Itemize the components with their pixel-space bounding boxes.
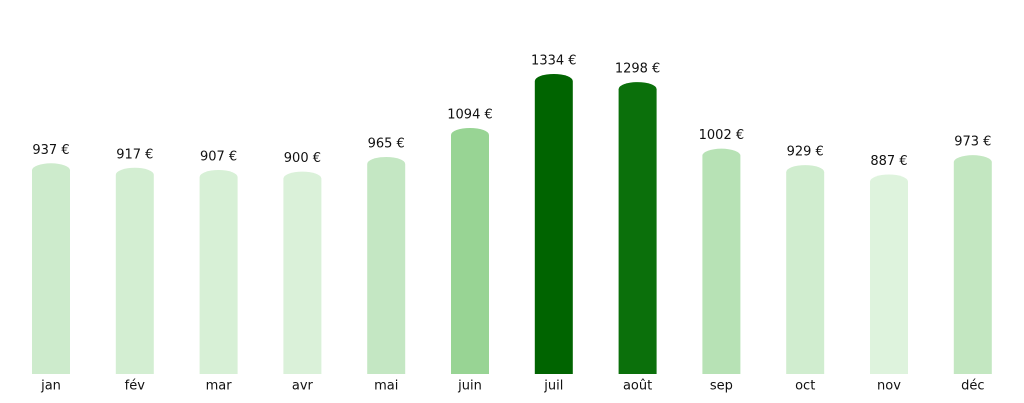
- value-label: 1094 €: [447, 107, 493, 122]
- x-tick-label: jan: [40, 379, 61, 394]
- x-tick-label: mar: [206, 379, 233, 394]
- value-label: 1002 €: [699, 128, 745, 143]
- value-label: 900 €: [284, 151, 321, 166]
- bar: [283, 171, 322, 374]
- bar: [451, 127, 489, 374]
- bar: [115, 167, 154, 374]
- x-tick-label: avr: [292, 379, 314, 394]
- value-label: 907 €: [200, 150, 237, 165]
- x-tick-label: sep: [710, 379, 733, 394]
- x-tick-label: juin: [457, 379, 482, 394]
- bar: [618, 82, 657, 375]
- bar: [870, 174, 908, 374]
- value-label: 973 €: [954, 135, 991, 150]
- bar: [786, 165, 825, 374]
- value-label: 965 €: [368, 136, 405, 151]
- x-tick-label: août: [623, 379, 652, 394]
- x-tick-label: mai: [374, 379, 398, 394]
- value-label: 887 €: [870, 154, 907, 169]
- bar: [32, 163, 70, 374]
- value-label: 1334 €: [531, 54, 577, 69]
- bar: [367, 156, 406, 374]
- bar: [199, 170, 238, 374]
- x-tick-label: nov: [877, 379, 901, 394]
- x-tick-label: oct: [795, 379, 815, 394]
- bar: [702, 148, 741, 374]
- x-tick-label: juil: [543, 379, 563, 394]
- x-tick-label: déc: [961, 379, 984, 394]
- bar: [953, 155, 992, 374]
- bar: [534, 74, 573, 375]
- value-label: 917 €: [116, 147, 153, 162]
- value-label: 929 €: [787, 145, 824, 160]
- value-label: 937 €: [32, 143, 69, 158]
- x-tick-label: fév: [125, 379, 146, 394]
- value-label: 1298 €: [615, 62, 661, 77]
